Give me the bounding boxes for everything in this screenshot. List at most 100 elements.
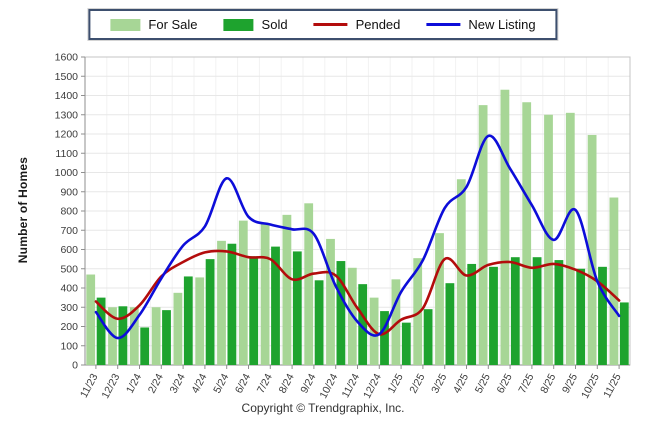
legend: For Sale Sold Pended New Listing: [88, 9, 558, 40]
for-sale-bar: [195, 277, 205, 365]
sold-bar: [271, 246, 280, 365]
sold-bar: [336, 261, 346, 365]
y-tick-label: 0: [72, 360, 78, 372]
x-tick-label: 5/25: [473, 372, 493, 396]
x-tick-label: 1/24: [124, 372, 144, 396]
x-tick-label: 2/25: [407, 372, 427, 396]
x-tick-label: 11/23: [78, 372, 101, 400]
for-sale-bar: [173, 292, 183, 365]
for-sale-bar: [217, 240, 226, 365]
sold-swatch-icon: [223, 18, 254, 31]
for-sale-bar: [304, 203, 314, 365]
legend-label: For Sale: [148, 17, 198, 32]
for-sale-bar: [435, 233, 444, 365]
for-sale-swatch-icon: [110, 18, 141, 31]
for-sale-bar: [565, 112, 575, 365]
x-tick-label: 8/25: [538, 372, 558, 396]
x-tick-label: 12/23: [99, 372, 122, 401]
for-sale-bar: [413, 258, 423, 365]
sold-bar: [314, 280, 324, 365]
sold-bar: [467, 263, 477, 365]
sold-bar: [162, 310, 171, 365]
x-tick-label: 12/24: [361, 372, 384, 401]
sold-bar: [445, 283, 455, 365]
y-tick-label: 1400: [55, 90, 79, 102]
x-tick-label: 7/24: [255, 372, 275, 396]
sold-bar: [598, 266, 607, 365]
sold-bar: [532, 257, 542, 365]
sold-bar: [227, 243, 237, 365]
x-tick-label: 1/25: [386, 372, 406, 396]
x-tick-label: 3/24: [168, 372, 188, 396]
x-tick-label: 4/24: [189, 372, 209, 396]
legend-item-new-listing: New Listing: [426, 17, 536, 32]
for-sale-bar: [326, 238, 335, 365]
sold-bar: [96, 297, 106, 365]
y-tick-label: 600: [60, 244, 78, 256]
x-tick-label: 9/24: [298, 372, 318, 396]
legend-label: New Listing: [468, 17, 536, 32]
y-tick-label: 900: [60, 186, 78, 198]
for-sale-bar: [544, 114, 553, 365]
y-tick-label: 1000: [55, 167, 79, 179]
sold-bar: [380, 311, 389, 365]
x-tick-label: 8/24: [277, 372, 297, 396]
y-tick-label: 300: [60, 302, 78, 314]
copyright-text: Copyright © Trendgraphix, Inc.: [241, 401, 405, 415]
legend-label: Pended: [355, 17, 401, 32]
for-sale-bar: [86, 274, 96, 365]
y-tick-label: 400: [60, 283, 78, 295]
y-tick-label: 200: [60, 321, 78, 333]
x-tick-label: 2/24: [146, 372, 166, 396]
sold-bar: [140, 327, 150, 365]
x-tick-label: 6/25: [495, 372, 515, 396]
x-tick-label: 11/24: [340, 372, 363, 400]
legend-label: Sold: [261, 17, 288, 32]
sold-bar: [423, 309, 433, 365]
for-sale-bar: [609, 197, 619, 365]
x-tick-label: 9/25: [560, 372, 580, 396]
y-axis-ticks: [81, 56, 85, 366]
x-tick-label: 10/25: [579, 372, 602, 401]
sold-bar: [358, 284, 368, 365]
x-tick-label: 7/25: [516, 372, 536, 396]
legend-item-for-sale: For Sale: [110, 17, 198, 32]
y-tick-label: 1600: [55, 52, 79, 64]
y-tick-label: 500: [60, 263, 78, 275]
y-tick-label: 1300: [55, 109, 79, 121]
for-sale-bar: [391, 279, 401, 365]
sold-bar: [401, 322, 411, 365]
new-listing-line-swatch-icon: [426, 23, 461, 26]
sold-bar: [292, 251, 302, 365]
sold-bar: [554, 260, 564, 365]
sold-bar: [510, 257, 520, 365]
sold-bar: [205, 259, 215, 365]
sold-bar: [576, 268, 586, 365]
for-sale-bar: [260, 223, 270, 365]
x-axis-ticks: [95, 365, 620, 369]
for-sale-bar: [478, 105, 488, 365]
for-sale-bar: [522, 102, 532, 366]
for-sale-bar: [129, 307, 139, 365]
legend-item-pended: Pended: [313, 17, 401, 32]
for-sale-bar: [151, 307, 161, 365]
x-tick-label: 10/24: [317, 372, 340, 401]
y-tick-label: 100: [60, 340, 78, 352]
sold-bar: [249, 256, 259, 365]
for-sale-bar: [282, 214, 292, 365]
y-tick-label: 800: [60, 206, 78, 218]
x-tick-label: 4/25: [451, 372, 471, 396]
y-tick-label: 1500: [55, 71, 79, 83]
sold-bar: [619, 302, 629, 365]
legend-item-sold: Sold: [223, 17, 288, 32]
x-tick-label: 3/25: [429, 372, 449, 396]
sold-bar: [489, 266, 498, 365]
y-tick-label: 1100: [55, 148, 78, 160]
x-tick-label: 5/24: [211, 372, 231, 396]
pended-line: [94, 249, 621, 336]
sold-bar: [183, 276, 193, 365]
for-sale-bar: [587, 134, 597, 365]
